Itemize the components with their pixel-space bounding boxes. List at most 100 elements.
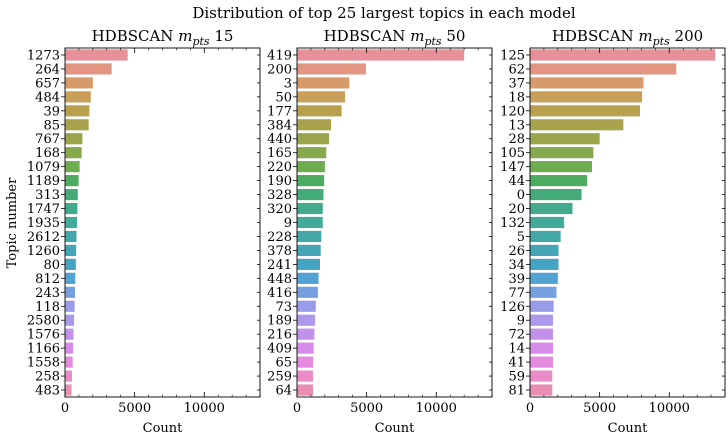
y-tick-label: 440 <box>267 132 292 147</box>
bar <box>65 49 128 61</box>
bar <box>65 216 77 229</box>
y-tick-label: 1747 <box>27 202 60 217</box>
y-tick-label: 26 <box>508 244 525 259</box>
y-tick-label: 1935 <box>27 216 60 231</box>
y-tick-label: 657 <box>35 76 60 91</box>
y-tick-label: 132 <box>500 216 525 231</box>
y-tick-label: 34 <box>508 258 525 273</box>
bar <box>297 161 325 173</box>
y-tick-label: 328 <box>267 188 292 203</box>
figure-suptitle: Distribution of top 25 largest topics in… <box>192 4 576 22</box>
bar <box>530 161 592 173</box>
y-tick-label: 120 <box>500 104 525 119</box>
bar <box>65 133 83 145</box>
panels: HDBSCAN mpts 151273264657484398576716810… <box>27 27 726 436</box>
y-tick-label: 1189 <box>27 174 60 189</box>
x-tick-label: 0 <box>526 401 534 416</box>
bar <box>530 272 558 284</box>
bar <box>65 119 89 131</box>
bar <box>530 63 677 75</box>
x-tick-label: 5000 <box>583 401 616 416</box>
y-tick-label: 1079 <box>27 160 60 175</box>
x-tick-label: 10000 <box>416 401 457 416</box>
panel-title-subscript: pts <box>192 35 209 48</box>
bar <box>297 133 330 145</box>
bar <box>297 272 319 284</box>
bar <box>530 314 553 326</box>
y-tick-label: 419 <box>267 48 292 63</box>
panel-title-text: HDBSCAN <box>324 27 411 45</box>
y-tick-label: 320 <box>267 202 292 217</box>
bar <box>530 133 600 145</box>
bar <box>65 175 79 187</box>
bar <box>297 230 322 243</box>
y-tick-label: 484 <box>35 90 60 105</box>
x-tick-label: 10000 <box>184 401 225 416</box>
x-axis-label: Count <box>375 421 416 436</box>
bar <box>65 230 77 243</box>
y-tick-label: 259 <box>267 370 292 385</box>
bar <box>65 342 74 354</box>
y-tick-label: 3 <box>284 76 292 91</box>
bar <box>530 230 561 243</box>
bar <box>530 91 643 103</box>
y-axis-label: Topic number <box>5 177 20 268</box>
y-tick-label: 39 <box>508 272 525 287</box>
bar <box>297 77 350 89</box>
bar <box>530 258 559 270</box>
bar <box>297 384 314 396</box>
y-tick-label: 448 <box>267 272 292 287</box>
panel-title: HDBSCAN mpts 200 <box>552 27 703 48</box>
bar <box>65 244 77 257</box>
bar <box>65 370 72 382</box>
y-tick-label: 72 <box>508 328 525 343</box>
panel-3: HDBSCAN mpts 200125623718120132810514744… <box>500 27 726 436</box>
y-tick-label: 416 <box>267 286 292 301</box>
y-tick-label: 118 <box>35 300 60 315</box>
bar <box>530 188 582 201</box>
y-tick-label: 41 <box>508 356 525 371</box>
panel-title-number: 200 <box>670 27 703 45</box>
bar <box>297 202 323 215</box>
x-tick-label: 0 <box>61 401 69 416</box>
bar <box>65 77 93 89</box>
y-tick-label: 313 <box>35 188 60 203</box>
panel-title-subscript: pts <box>424 35 441 48</box>
bar <box>530 119 624 131</box>
y-tick-label: 190 <box>267 174 292 189</box>
y-tick-label: 80 <box>43 258 60 273</box>
bar <box>65 188 78 201</box>
y-tick-label: 1558 <box>27 356 60 371</box>
y-tick-label: 125 <box>500 48 525 63</box>
y-tick-label: 20 <box>508 202 525 217</box>
bar <box>297 216 323 229</box>
bar <box>530 49 716 61</box>
bar <box>65 314 75 326</box>
bar <box>297 49 465 61</box>
y-tick-label: 258 <box>35 370 60 385</box>
bar <box>297 314 316 326</box>
y-tick-label: 85 <box>43 118 60 133</box>
bar <box>65 258 76 270</box>
y-tick-label: 216 <box>267 328 292 343</box>
bar <box>297 244 321 257</box>
y-tick-label: 200 <box>267 62 292 77</box>
y-tick-label: 50 <box>275 90 292 105</box>
y-tick-label: 105 <box>500 146 525 161</box>
bar <box>530 300 554 312</box>
bar <box>297 188 324 201</box>
bar <box>530 77 644 89</box>
bar <box>530 356 553 368</box>
panel-title-m: m <box>638 27 652 45</box>
y-tick-label: 177 <box>267 104 292 119</box>
y-tick-label: 77 <box>508 286 525 301</box>
y-tick-label: 241 <box>267 258 292 273</box>
bar <box>297 370 314 382</box>
bar <box>297 356 314 368</box>
y-tick-label: 0 <box>517 188 525 203</box>
y-tick-label: 1273 <box>27 48 60 63</box>
x-tick-label: 0 <box>293 401 301 416</box>
x-axis-label: Count <box>143 421 184 436</box>
panel-title-number: 50 <box>442 27 466 45</box>
